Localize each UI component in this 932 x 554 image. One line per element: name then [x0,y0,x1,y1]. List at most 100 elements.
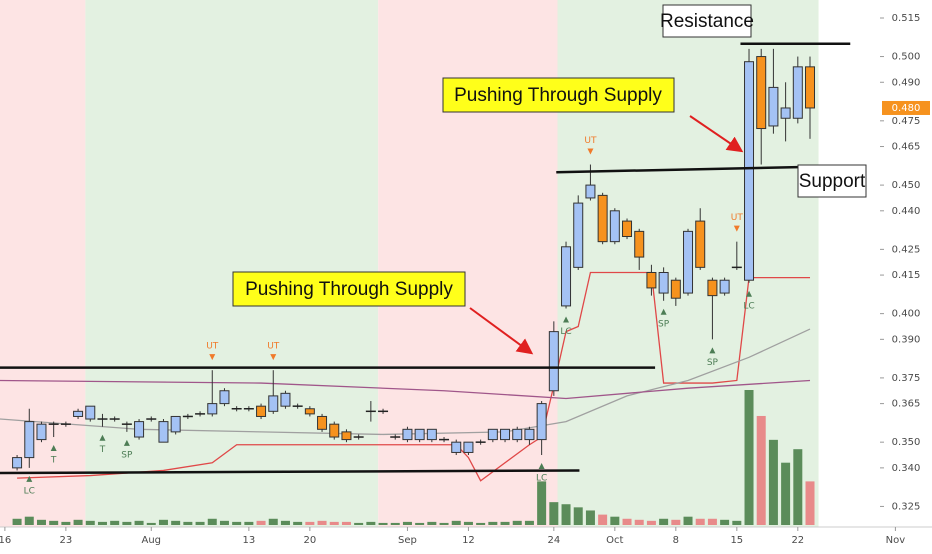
candle-body [317,415,328,430]
zone [0,0,86,527]
volume-bar [451,520,461,525]
signal-marker [50,445,57,452]
volume-bar [634,519,644,525]
candle-body [646,271,657,289]
candle-body [304,408,315,415]
candle-body [658,271,669,294]
volume-bar [512,520,522,525]
signal-marker [563,316,570,323]
signal-marker [733,225,740,232]
volume-bar [500,521,510,525]
volume-bar [524,520,534,525]
candle-body [170,415,181,433]
volume-bar [268,518,278,525]
volume-bar [354,522,364,525]
signal-label: SP [707,358,719,368]
candle-body [805,66,816,109]
y-tick-label: 0.400 [892,309,921,320]
signal-label: SP [121,450,133,460]
price-axis [880,0,932,550]
volume-bar [73,519,83,525]
x-tick-label: 16 [0,535,11,546]
candle-body [634,230,645,258]
time-axis [0,527,932,550]
candle-body [426,428,437,441]
candle-body [719,279,730,294]
annotation: Pushing Through Supply [454,85,662,106]
volume-bar [707,518,717,525]
y-tick-label: 0.325 [892,501,921,512]
volume-bar [61,521,71,525]
volume-bar [561,504,571,525]
volume-bar [427,521,437,525]
volume-bar [463,521,473,525]
volume-bar [476,522,486,525]
volume-bar [97,521,107,525]
volume-bar [671,519,681,525]
x-tick-label: Oct [606,535,623,546]
volume-bar [219,520,229,525]
x-tick-label: Sep [398,535,417,546]
volume-bar [390,522,400,525]
candle-body [695,220,706,268]
volume-bar [488,521,498,525]
candle-body [573,202,584,268]
volume-bar [341,521,351,525]
volume-bar [646,520,656,525]
volume-bar [195,521,205,525]
annotation-box [232,271,466,307]
x-tick-label: 12 [462,535,475,546]
candle-body [24,421,35,459]
signal-label: UT [267,342,280,352]
signal-label: SP [658,319,670,329]
volume-bar [793,449,803,525]
volume-bar [695,518,705,525]
signal-label: T [50,456,57,466]
volume-bar [402,521,412,525]
signal-marker [123,439,130,446]
x-tick-label: 20 [303,535,316,546]
candle-body [280,392,291,407]
volume-bar [146,522,156,525]
volume-bar [378,522,388,525]
x-tick-label: 22 [791,535,804,546]
volume-bar [12,518,22,525]
zone [85,0,379,527]
signal-marker [660,308,667,315]
annotation-box [797,164,867,198]
indicator-line [17,271,811,482]
y-tick-label: 0.500 [892,52,921,63]
volume-bar [781,462,791,525]
candle-body [670,279,681,299]
candle-body [585,184,596,199]
x-tick-label: 8 [673,535,679,546]
candle-body [268,395,279,412]
candle-body [85,405,96,420]
volume-bar [610,516,620,525]
arrow [469,307,534,355]
signal-label: UT [584,136,597,146]
volume-bar [720,519,730,525]
annotation: Resistance [660,11,754,32]
candle-body [341,431,352,441]
volume-bar [732,520,742,525]
last-price-label: 0.480 [892,103,921,114]
volume-bar [549,502,559,525]
candle-body [134,421,145,438]
candle-body [792,66,803,119]
candle-body [683,230,694,294]
indicator-line [0,328,811,436]
candle-body [756,56,767,130]
trendline [556,165,798,174]
signal-label: LC [24,486,35,496]
signal-label: UT [731,213,744,223]
volume-bar [232,521,242,525]
y-tick-label: 0.490 [892,77,921,88]
volume-bar [585,510,595,525]
candle-body [609,210,620,243]
candle-body [463,441,474,453]
trendline [0,469,580,475]
indicator-line [0,379,811,400]
signal-marker [746,290,753,297]
candle-body [536,403,547,441]
